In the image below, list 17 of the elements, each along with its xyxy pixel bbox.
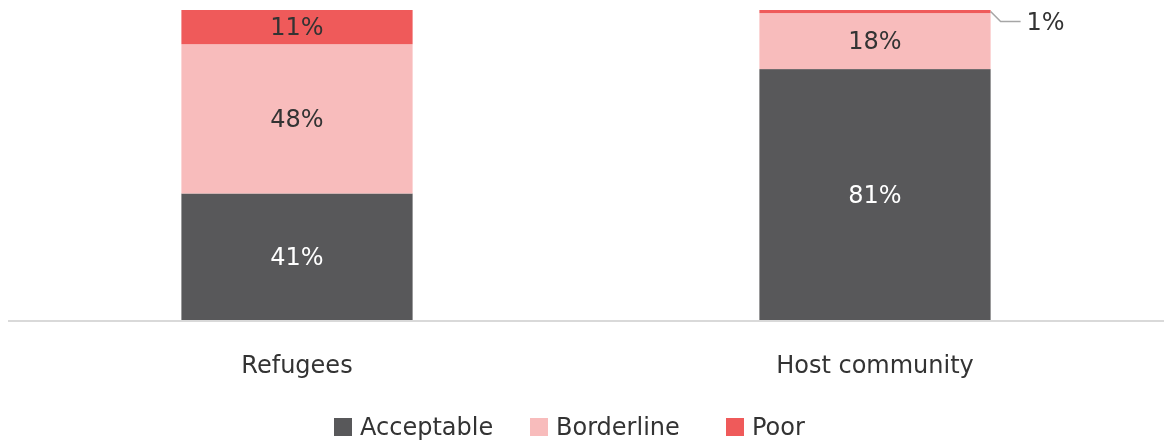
bar bbox=[181, 44, 413, 194]
legend-label: Borderline bbox=[556, 413, 680, 441]
bar bbox=[759, 69, 991, 321]
data-label: 18% bbox=[848, 27, 902, 56]
legend-label: Poor bbox=[752, 413, 805, 441]
bar bbox=[759, 13, 991, 70]
legend-label: Acceptable bbox=[360, 413, 494, 441]
x-tick-label: Host community bbox=[776, 351, 974, 379]
data-label: 1% bbox=[1026, 7, 1065, 36]
x-tick-label: Refugees bbox=[241, 351, 353, 379]
data-label: 81% bbox=[848, 181, 902, 210]
data-label: 48% bbox=[270, 104, 324, 133]
bar bbox=[759, 10, 991, 14]
bar bbox=[181, 193, 413, 321]
data-label: 11% bbox=[270, 13, 324, 42]
data-label: 41% bbox=[270, 243, 324, 272]
bar bbox=[181, 10, 413, 45]
